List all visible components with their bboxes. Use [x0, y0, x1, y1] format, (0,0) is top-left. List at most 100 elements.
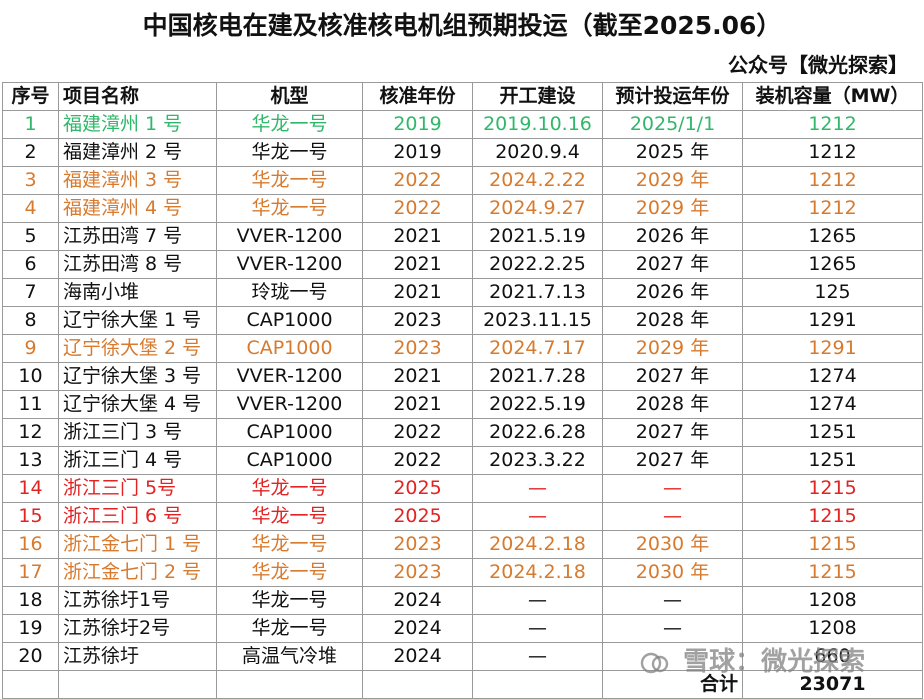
reactor-model: 华龙一号 [216, 474, 363, 503]
row-index: 8 [2, 306, 59, 335]
project-name: 浙江三门 6 号 [58, 502, 217, 531]
table-row: 14 浙江三门 5号 华龙一号 2025— —1215 [2, 474, 923, 503]
reactor-model: VVER-1200 [216, 250, 363, 279]
table-row: 13 浙江三门 4 号 CAP1000 2022 2023.3.22 2027 年 1251 [2, 446, 923, 475]
approval-year: 2021 [362, 362, 473, 391]
expected-operation: — [602, 614, 743, 643]
capacity-mw: 1215 [742, 474, 923, 503]
expected-operation: 2025/1/1 [602, 110, 743, 139]
header-row: 序号 项目名称 机型 核准年份 开工建设 预计投运年份 装机容量（MW） [2, 82, 923, 111]
row-index: 2 [2, 138, 59, 167]
row-index: 13 [2, 446, 59, 475]
reactor-model: 玲珑一号 [216, 278, 363, 307]
row-index: 4 [2, 194, 59, 223]
row-index: 18 [2, 586, 59, 615]
row-index: 10 [2, 362, 59, 391]
construction-start: 2023.3.22 [472, 446, 603, 475]
approval-year: 2024 [362, 586, 473, 615]
approval-year: 2022 [362, 166, 473, 195]
approval-year: 2021 [362, 278, 473, 307]
row-index: 12 [2, 418, 59, 447]
expected-operation: 2025 年 [602, 138, 743, 167]
construction-start: — [472, 586, 603, 615]
empty-cell [2, 670, 59, 699]
reactor-model: VVER-1200 [216, 222, 363, 251]
project-name: 江苏田湾 8 号 [58, 250, 217, 279]
table-row: 8 辽宁徐大堡 1 号 CAP1000 2023 2023.11.15 2028 年 129… [2, 306, 923, 335]
construction-start: 2024.2.18 [472, 558, 603, 587]
approval-year: 2025 [362, 474, 473, 503]
project-name: 辽宁徐大堡 4 号 [58, 390, 217, 419]
row-index: 3 [2, 166, 59, 195]
table-row: 12 浙江三门 3 号 CAP1000 2022 2022.6.28 2027 年 1251 [2, 418, 923, 447]
approval-year: 2024 [362, 642, 473, 671]
row-index: 14 [2, 474, 59, 503]
expected-operation: 2028 年 [602, 306, 743, 335]
table-row: 4 福建漳州 4 号华龙一号 2022 2024.9.27 2029 年 1212 [2, 194, 923, 223]
construction-start: 2023.11.15 [472, 306, 603, 335]
empty-cell [216, 670, 363, 699]
approval-year: 2024 [362, 614, 473, 643]
expected-operation: 2027 年 [602, 418, 743, 447]
expected-operation: 2029 年 [602, 194, 743, 223]
table-row: 18 江苏徐圩1号 华龙一号 2024— —1208 [2, 586, 923, 615]
capacity-mw: 660 [742, 642, 923, 671]
approval-year: 2023 [362, 558, 473, 587]
approval-year: 2019 [362, 138, 473, 167]
reactor-model: 华龙一号 [216, 614, 363, 643]
reactor-model: 华龙一号 [216, 194, 363, 223]
expected-operation: 2027 年 [602, 362, 743, 391]
project-name: 江苏田湾 7 号 [58, 222, 217, 251]
project-name: 江苏徐圩2号 [58, 614, 217, 643]
construction-start: — [472, 614, 603, 643]
construction-start: 2022.5.19 [472, 390, 603, 419]
table-body: 1 福建漳州 1 号华龙一号 2019 2019.10.16 2025/1/1 1212 2… [2, 110, 923, 699]
capacity-mw: 1274 [742, 390, 923, 419]
header-project: 项目名称 [58, 82, 217, 111]
capacity-mw: 1251 [742, 418, 923, 447]
reactor-model: 华龙一号 [216, 558, 363, 587]
construction-start: 2024.2.22 [472, 166, 603, 195]
approval-year: 2025 [362, 502, 473, 531]
expected-operation: — [602, 502, 743, 531]
row-index: 1 [2, 110, 59, 139]
approval-year: 2023 [362, 530, 473, 559]
expected-operation: 2026 年 [602, 278, 743, 307]
expected-operation: 2027 年 [602, 250, 743, 279]
expected-operation: — [602, 586, 743, 615]
project-name: 辽宁徐大堡 2 号 [58, 334, 217, 363]
table-row: 17 浙江金七门 2 号华龙一号 2023 2024.2.18 2030 年 1215 [2, 558, 923, 587]
project-name: 江苏徐圩1号 [58, 586, 217, 615]
expected-operation: 2030 年 [602, 530, 743, 559]
approval-year: 2021 [362, 390, 473, 419]
capacity-mw: 1212 [742, 110, 923, 139]
construction-start: 2024.7.17 [472, 334, 603, 363]
row-index: 17 [2, 558, 59, 587]
row-index: 20 [2, 642, 59, 671]
capacity-mw: 1291 [742, 334, 923, 363]
table-row: 2 福建漳州 2 号华龙一号 2019 2020.9.4 2025 年 1212 [2, 138, 923, 167]
capacity-mw: 1208 [742, 614, 923, 643]
project-name: 福建漳州 4 号 [58, 194, 217, 223]
table-row: 19 江苏徐圩2号 华龙一号 2024— —1208 [2, 614, 923, 643]
header-index: 序号 [2, 82, 59, 111]
approval-year: 2023 [362, 334, 473, 363]
row-index: 6 [2, 250, 59, 279]
reactor-model: 华龙一号 [216, 586, 363, 615]
row-index: 11 [2, 390, 59, 419]
table-row: 7 海南小堆 玲珑一号 2021 2021.7.13 2026 年 125 [2, 278, 923, 307]
empty-cell [472, 670, 603, 699]
construction-start: — [472, 502, 603, 531]
total-label: 合计 [602, 670, 743, 699]
capacity-mw: 1265 [742, 250, 923, 279]
construction-start: — [472, 642, 603, 671]
capacity-mw: 1215 [742, 558, 923, 587]
reactor-model: CAP1000 [216, 418, 363, 447]
page-title: 中国核电在建及核准核电机组预期投运（截至2025.06） [142, 11, 782, 40]
approval-year: 2019 [362, 110, 473, 139]
approval-year: 2021 [362, 222, 473, 251]
header-construction-start: 开工建设 [472, 82, 603, 111]
source-label: 公众号【微光探索】 [728, 53, 908, 77]
row-index: 15 [2, 502, 59, 531]
